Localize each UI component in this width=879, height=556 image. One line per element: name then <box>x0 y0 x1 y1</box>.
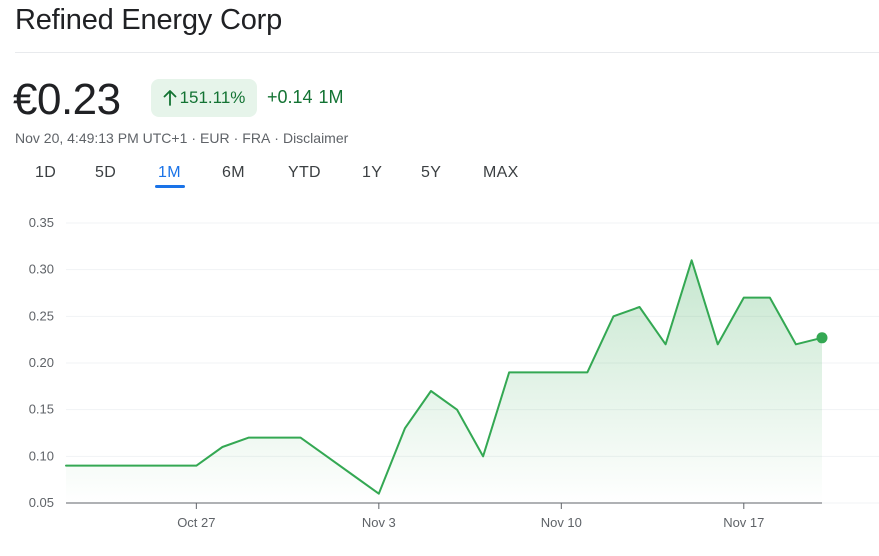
absolute-change: +0.14 1M <box>267 87 344 108</box>
data-point <box>63 463 69 469</box>
y-tick-label: 0.10 <box>29 448 54 463</box>
y-tick-label: 0.30 <box>29 262 54 277</box>
data-point <box>454 407 460 413</box>
data-point <box>298 435 304 441</box>
percent-change-value: 151.11% <box>179 88 246 107</box>
data-point <box>115 463 121 469</box>
tab-1m[interactable]: 1M <box>158 164 181 181</box>
tab-1y[interactable]: 1Y <box>362 164 383 181</box>
y-tick-label: 0.05 <box>29 495 54 510</box>
header-divider <box>15 52 879 53</box>
range-tabs: 1D 5D 1M 6M YTD 1Y 5Y MAX <box>0 160 560 190</box>
data-point <box>272 435 278 441</box>
stock-title: Refined Energy Corp <box>15 4 283 36</box>
quote-meta: Nov 20, 4:49:13 PM UTC+1 · EUR · FRA · Disclai… <box>15 130 348 146</box>
arrow-up-icon <box>163 90 176 106</box>
data-point <box>715 341 721 347</box>
disclaimer-link[interactable]: Disclaimer <box>282 130 349 146</box>
y-tick-label: 0.20 <box>29 355 54 370</box>
last-price-marker <box>816 332 828 344</box>
y-tick-label: 0.25 <box>29 308 54 323</box>
data-point <box>193 463 199 469</box>
data-point <box>428 388 434 394</box>
data-point <box>689 257 695 263</box>
data-point <box>141 463 147 469</box>
x-tick-label: Nov 17 <box>723 515 764 530</box>
data-point <box>584 369 590 375</box>
data-point <box>89 463 95 469</box>
data-point <box>663 341 669 347</box>
quote-timestamp: Nov 20, 4:49:13 PM UTC+1 <box>15 130 188 146</box>
price-chart[interactable]: 0.35 0.30 0.25 0.20 0.15 0.10 0.05 Oct 27 Nov 3 N… <box>0 200 879 556</box>
tab-max[interactable]: MAX <box>483 164 519 181</box>
data-point <box>480 453 486 459</box>
data-point <box>324 453 330 459</box>
y-tick-label: 0.15 <box>29 402 54 417</box>
tab-1d[interactable]: 1D <box>35 164 57 181</box>
tab-5d[interactable]: 5D <box>95 164 117 181</box>
data-point <box>245 435 251 441</box>
data-point <box>767 295 773 301</box>
tab-ytd[interactable]: YTD <box>288 164 321 181</box>
data-point <box>793 341 799 347</box>
y-tick-label: 0.35 <box>29 215 54 230</box>
data-point <box>167 463 173 469</box>
meta-separator: · <box>274 130 279 146</box>
quote-exchange: FRA <box>242 130 271 146</box>
data-point <box>610 313 616 319</box>
data-point <box>219 444 225 450</box>
data-point <box>350 472 356 478</box>
x-tick-label: Nov 3 <box>362 515 396 530</box>
data-point <box>741 295 747 301</box>
quote-currency: EUR <box>200 130 230 146</box>
price-line <box>65 259 823 495</box>
meta-separator: · <box>191 130 197 146</box>
data-point <box>376 491 382 497</box>
data-point <box>532 369 538 375</box>
absolute-change-value: +0.14 <box>267 87 313 107</box>
x-tick-label: Nov 10 <box>541 515 582 530</box>
active-tab-indicator <box>155 185 185 188</box>
data-point <box>402 425 408 431</box>
percent-change-badge: 151.11% <box>151 79 257 117</box>
data-point <box>637 304 643 310</box>
price-area-fill <box>66 260 822 503</box>
current-price: €0.23 <box>13 75 121 124</box>
tab-6m[interactable]: 6M <box>222 164 245 181</box>
tab-5y[interactable]: 5Y <box>421 164 442 181</box>
change-period: 1M <box>318 87 344 107</box>
meta-separator: · <box>233 130 239 146</box>
x-tick-label: Oct 27 <box>177 515 215 530</box>
data-point <box>558 369 564 375</box>
data-point <box>506 369 512 375</box>
